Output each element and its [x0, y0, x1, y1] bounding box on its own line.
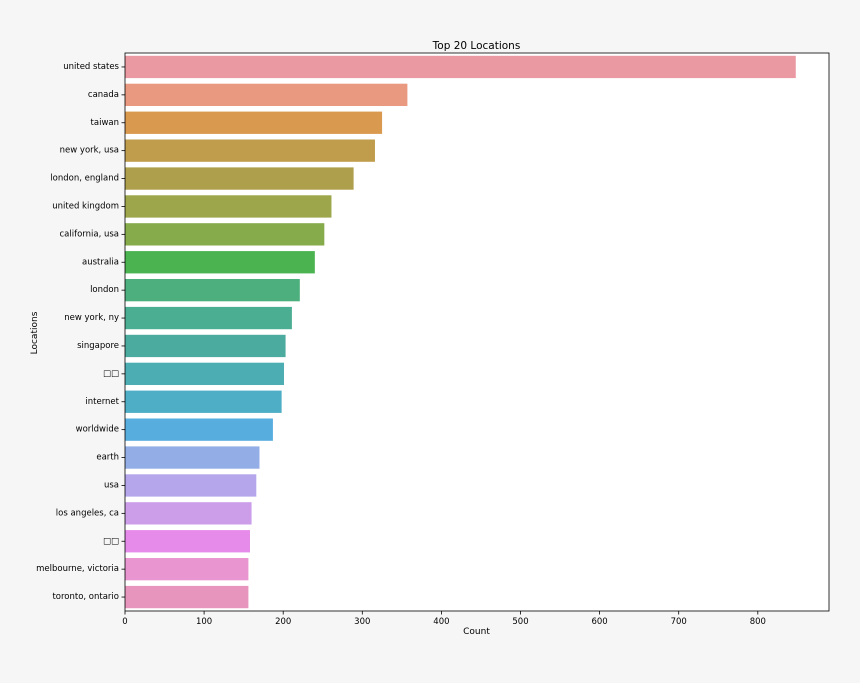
- bar: [125, 557, 249, 581]
- x-tick-label: 700: [671, 617, 687, 627]
- bar: [125, 223, 325, 246]
- y-tick-label: london: [90, 285, 119, 295]
- bar: [125, 251, 315, 274]
- bar: [125, 306, 292, 330]
- bars-group: [125, 55, 796, 609]
- y-tick-label: california, usa: [59, 229, 119, 239]
- y-tick-label: usa: [104, 480, 119, 490]
- y-tick-label: worldwide: [76, 425, 119, 435]
- y-tick-label: london, england: [50, 174, 119, 184]
- x-tick-label: 600: [591, 617, 607, 627]
- plot-area: [125, 53, 829, 611]
- x-tick-label: 500: [512, 617, 528, 627]
- bar: [125, 418, 273, 441]
- bar: [125, 195, 332, 218]
- bar: [125, 390, 282, 413]
- y-tick-label: earth: [96, 453, 119, 463]
- plot-frame: [124, 52, 830, 612]
- x-tick-label: 400: [433, 617, 449, 627]
- bar: [125, 278, 300, 302]
- bar: [125, 502, 252, 525]
- bar: [125, 362, 284, 386]
- y-axis-label: Locations: [30, 311, 40, 354]
- x-axis-ticks: 0 100 200 300 400 500 600 700 800: [122, 611, 766, 627]
- y-tick-label: australia: [82, 257, 119, 267]
- bar: [125, 167, 354, 190]
- y-tick-label: melbourne, victoria: [36, 564, 119, 574]
- y-tick-label: toronto, ontario: [52, 592, 119, 602]
- bar: [125, 139, 375, 162]
- bar: [125, 474, 257, 497]
- chart-title: Top 20 Locations: [432, 40, 521, 52]
- x-tick-label: 200: [275, 617, 291, 627]
- y-tick-label: □□: [103, 369, 119, 379]
- bar: [125, 334, 286, 358]
- bar: [125, 83, 408, 107]
- x-tick-label: 800: [750, 617, 766, 627]
- y-tick-label: united states: [63, 62, 119, 72]
- y-tick-label: new york, ny: [64, 313, 119, 323]
- y-tick-label: united kingdom: [52, 201, 119, 211]
- y-tick-label: internet: [85, 397, 119, 407]
- bar: [125, 530, 250, 553]
- bar: [125, 111, 383, 134]
- x-tick-label: 300: [354, 617, 370, 627]
- y-tick-label: canada: [88, 90, 119, 100]
- bar: [125, 446, 260, 469]
- x-tick-label: 0: [122, 617, 127, 627]
- y-axis-ticks: united states canada taiwan new york, usa lo…: [36, 62, 125, 602]
- y-tick-label: taiwan: [91, 118, 119, 128]
- y-tick-label: new york, usa: [60, 146, 119, 156]
- y-tick-label: singapore: [77, 341, 119, 351]
- y-tick-label: los angeles, ca: [56, 508, 119, 518]
- bar: [125, 585, 249, 609]
- y-tick-label: □□: [103, 536, 119, 546]
- x-tick-label: 100: [196, 617, 212, 627]
- bar: [125, 55, 796, 79]
- x-axis-label: Count: [463, 627, 490, 637]
